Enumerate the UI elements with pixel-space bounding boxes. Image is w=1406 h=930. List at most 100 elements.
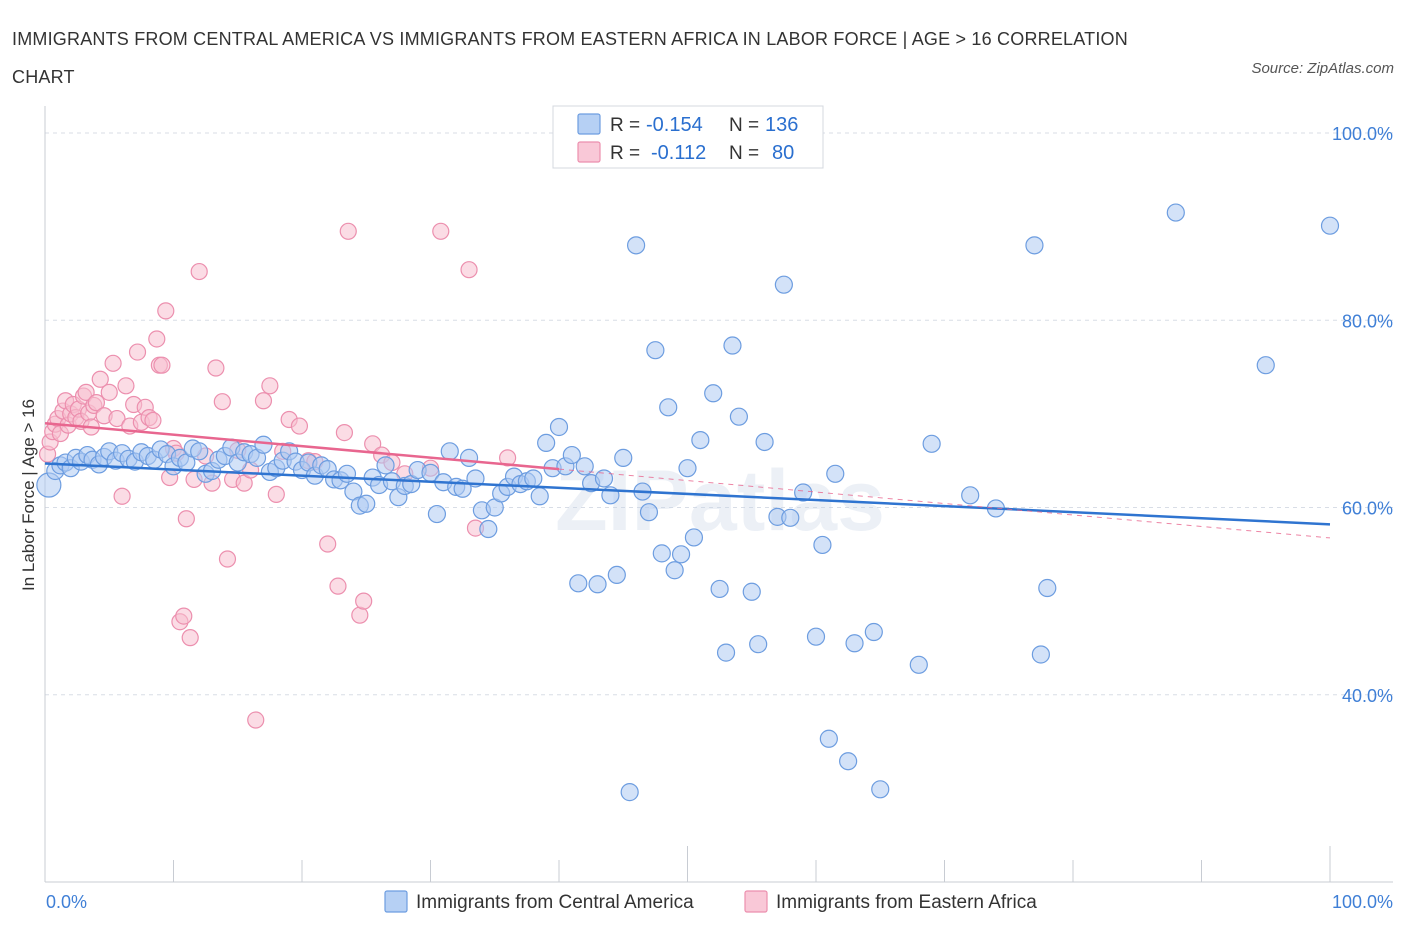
trend-lines xyxy=(44,421,1331,539)
central-america-point xyxy=(755,432,774,452)
eastern-africa-point xyxy=(261,377,279,395)
central-america-point xyxy=(614,448,633,467)
central-america-point xyxy=(909,655,928,674)
central-america-point xyxy=(691,430,710,450)
bottom-legend-label-pink: Immigrants from Eastern Africa xyxy=(776,892,1037,913)
central-america-point xyxy=(774,275,793,294)
central-america-point xyxy=(819,729,838,748)
central-america-point xyxy=(620,783,639,802)
eastern-africa-point xyxy=(218,550,237,568)
eastern-africa-point xyxy=(432,222,450,240)
central-america-point xyxy=(530,487,549,506)
eastern-africa-point xyxy=(157,302,175,320)
y-tick-label-80: 80.0% xyxy=(1342,311,1393,331)
central-america-point xyxy=(646,341,665,360)
eastern-africa-point xyxy=(319,535,337,553)
grid-layer xyxy=(45,132,1393,696)
central-america-point xyxy=(659,398,678,417)
stats-legend: R = -0.154 N = 136 R = -0.112 N = 80 xyxy=(552,105,824,169)
central-america-point xyxy=(781,508,800,527)
eastern-africa-point xyxy=(175,607,193,625)
central-america-point xyxy=(190,442,209,461)
series-eastern-africa-points xyxy=(38,222,517,729)
central-america-point xyxy=(806,627,826,646)
central-america-point xyxy=(562,445,581,465)
eastern-africa-point xyxy=(254,392,273,410)
y-tick-label-100: 100.0% xyxy=(1332,124,1393,144)
eastern-africa-point xyxy=(181,629,199,647)
central-america-point xyxy=(826,464,845,483)
stats-n-value-pink: 80 xyxy=(772,142,794,164)
eastern-africa-point xyxy=(144,411,162,430)
central-america-point xyxy=(524,469,543,488)
central-america-point xyxy=(569,574,588,593)
central-america-point xyxy=(716,643,736,662)
stats-r-value-blue: -0.154 xyxy=(646,114,703,136)
central-america-point xyxy=(678,459,697,478)
central-america-point xyxy=(1256,356,1275,375)
eastern-africa-point xyxy=(153,356,171,374)
eastern-africa-point xyxy=(351,606,369,624)
eastern-africa-point xyxy=(335,424,354,442)
central-america-point xyxy=(864,622,883,642)
eastern-africa-point xyxy=(207,359,225,377)
central-america-point xyxy=(357,494,376,513)
eastern-africa-point xyxy=(117,377,135,395)
stats-n-label-pink: N = xyxy=(729,143,759,164)
central-america-point xyxy=(839,752,858,771)
central-america-point xyxy=(749,635,768,654)
eastern-africa-point xyxy=(91,370,109,388)
central-america-point xyxy=(1025,236,1044,255)
central-america-point xyxy=(922,434,941,453)
central-america-point xyxy=(742,582,761,601)
central-america-point xyxy=(594,469,614,488)
central-america-point xyxy=(626,236,646,255)
eastern-africa-point xyxy=(148,330,166,348)
central-america-point xyxy=(710,579,729,599)
stats-n-label-blue: N = xyxy=(729,115,759,136)
central-america-trend-line xyxy=(44,462,1331,526)
bottom-legend-swatch-blue xyxy=(384,890,408,913)
central-america-point xyxy=(376,456,395,475)
central-america-point xyxy=(704,384,723,403)
central-america-point xyxy=(845,634,864,653)
eastern-africa-point xyxy=(339,222,357,240)
central-america-point xyxy=(1031,645,1050,664)
central-america-point xyxy=(549,417,569,437)
eastern-africa-point xyxy=(460,261,478,279)
bottom-legend: Immigrants from Central America Immigran… xyxy=(384,890,1037,913)
x-tick-label-min: 0.0% xyxy=(46,892,87,912)
eastern-africa-point xyxy=(128,343,147,361)
eastern-africa-point xyxy=(329,577,347,595)
central-america-point xyxy=(665,561,684,580)
eastern-africa-point xyxy=(100,383,118,401)
central-america-point xyxy=(479,519,498,539)
eastern-africa-point xyxy=(499,449,517,467)
stats-r-label-blue: R = xyxy=(610,115,640,136)
stats-legend-swatch-pink xyxy=(577,141,601,163)
central-america-point xyxy=(337,464,357,483)
chart-source: Source: ZipAtlas.com xyxy=(1251,60,1394,77)
eastern-africa-trend-line xyxy=(44,421,560,471)
central-america-point xyxy=(639,503,659,522)
chart-title: IMMIGRANTS FROM CENTRAL AMERICA VS IMMIG… xyxy=(12,29,1128,87)
central-america-point xyxy=(1038,578,1057,598)
y-axis-label: In Labor Force | Age > 16 xyxy=(19,399,38,591)
central-america-point xyxy=(871,780,890,799)
eastern-africa-point xyxy=(267,485,285,503)
eastern-africa-point xyxy=(213,393,231,411)
central-america-point xyxy=(652,544,671,563)
y-tick-label-40: 40.0% xyxy=(1342,686,1393,706)
central-america-point xyxy=(537,433,556,452)
central-america-point xyxy=(1166,203,1185,222)
y-tick-label-60: 60.0% xyxy=(1342,499,1393,519)
central-america-point xyxy=(794,483,813,502)
central-america-point xyxy=(1320,216,1340,235)
central-america-point xyxy=(588,575,607,594)
stats-r-value-pink: -0.112 xyxy=(651,142,706,164)
central-america-point xyxy=(254,435,273,454)
eastern-africa-point xyxy=(355,592,373,610)
stats-r-label-pink: R = xyxy=(610,143,640,164)
eastern-africa-point xyxy=(87,394,106,412)
